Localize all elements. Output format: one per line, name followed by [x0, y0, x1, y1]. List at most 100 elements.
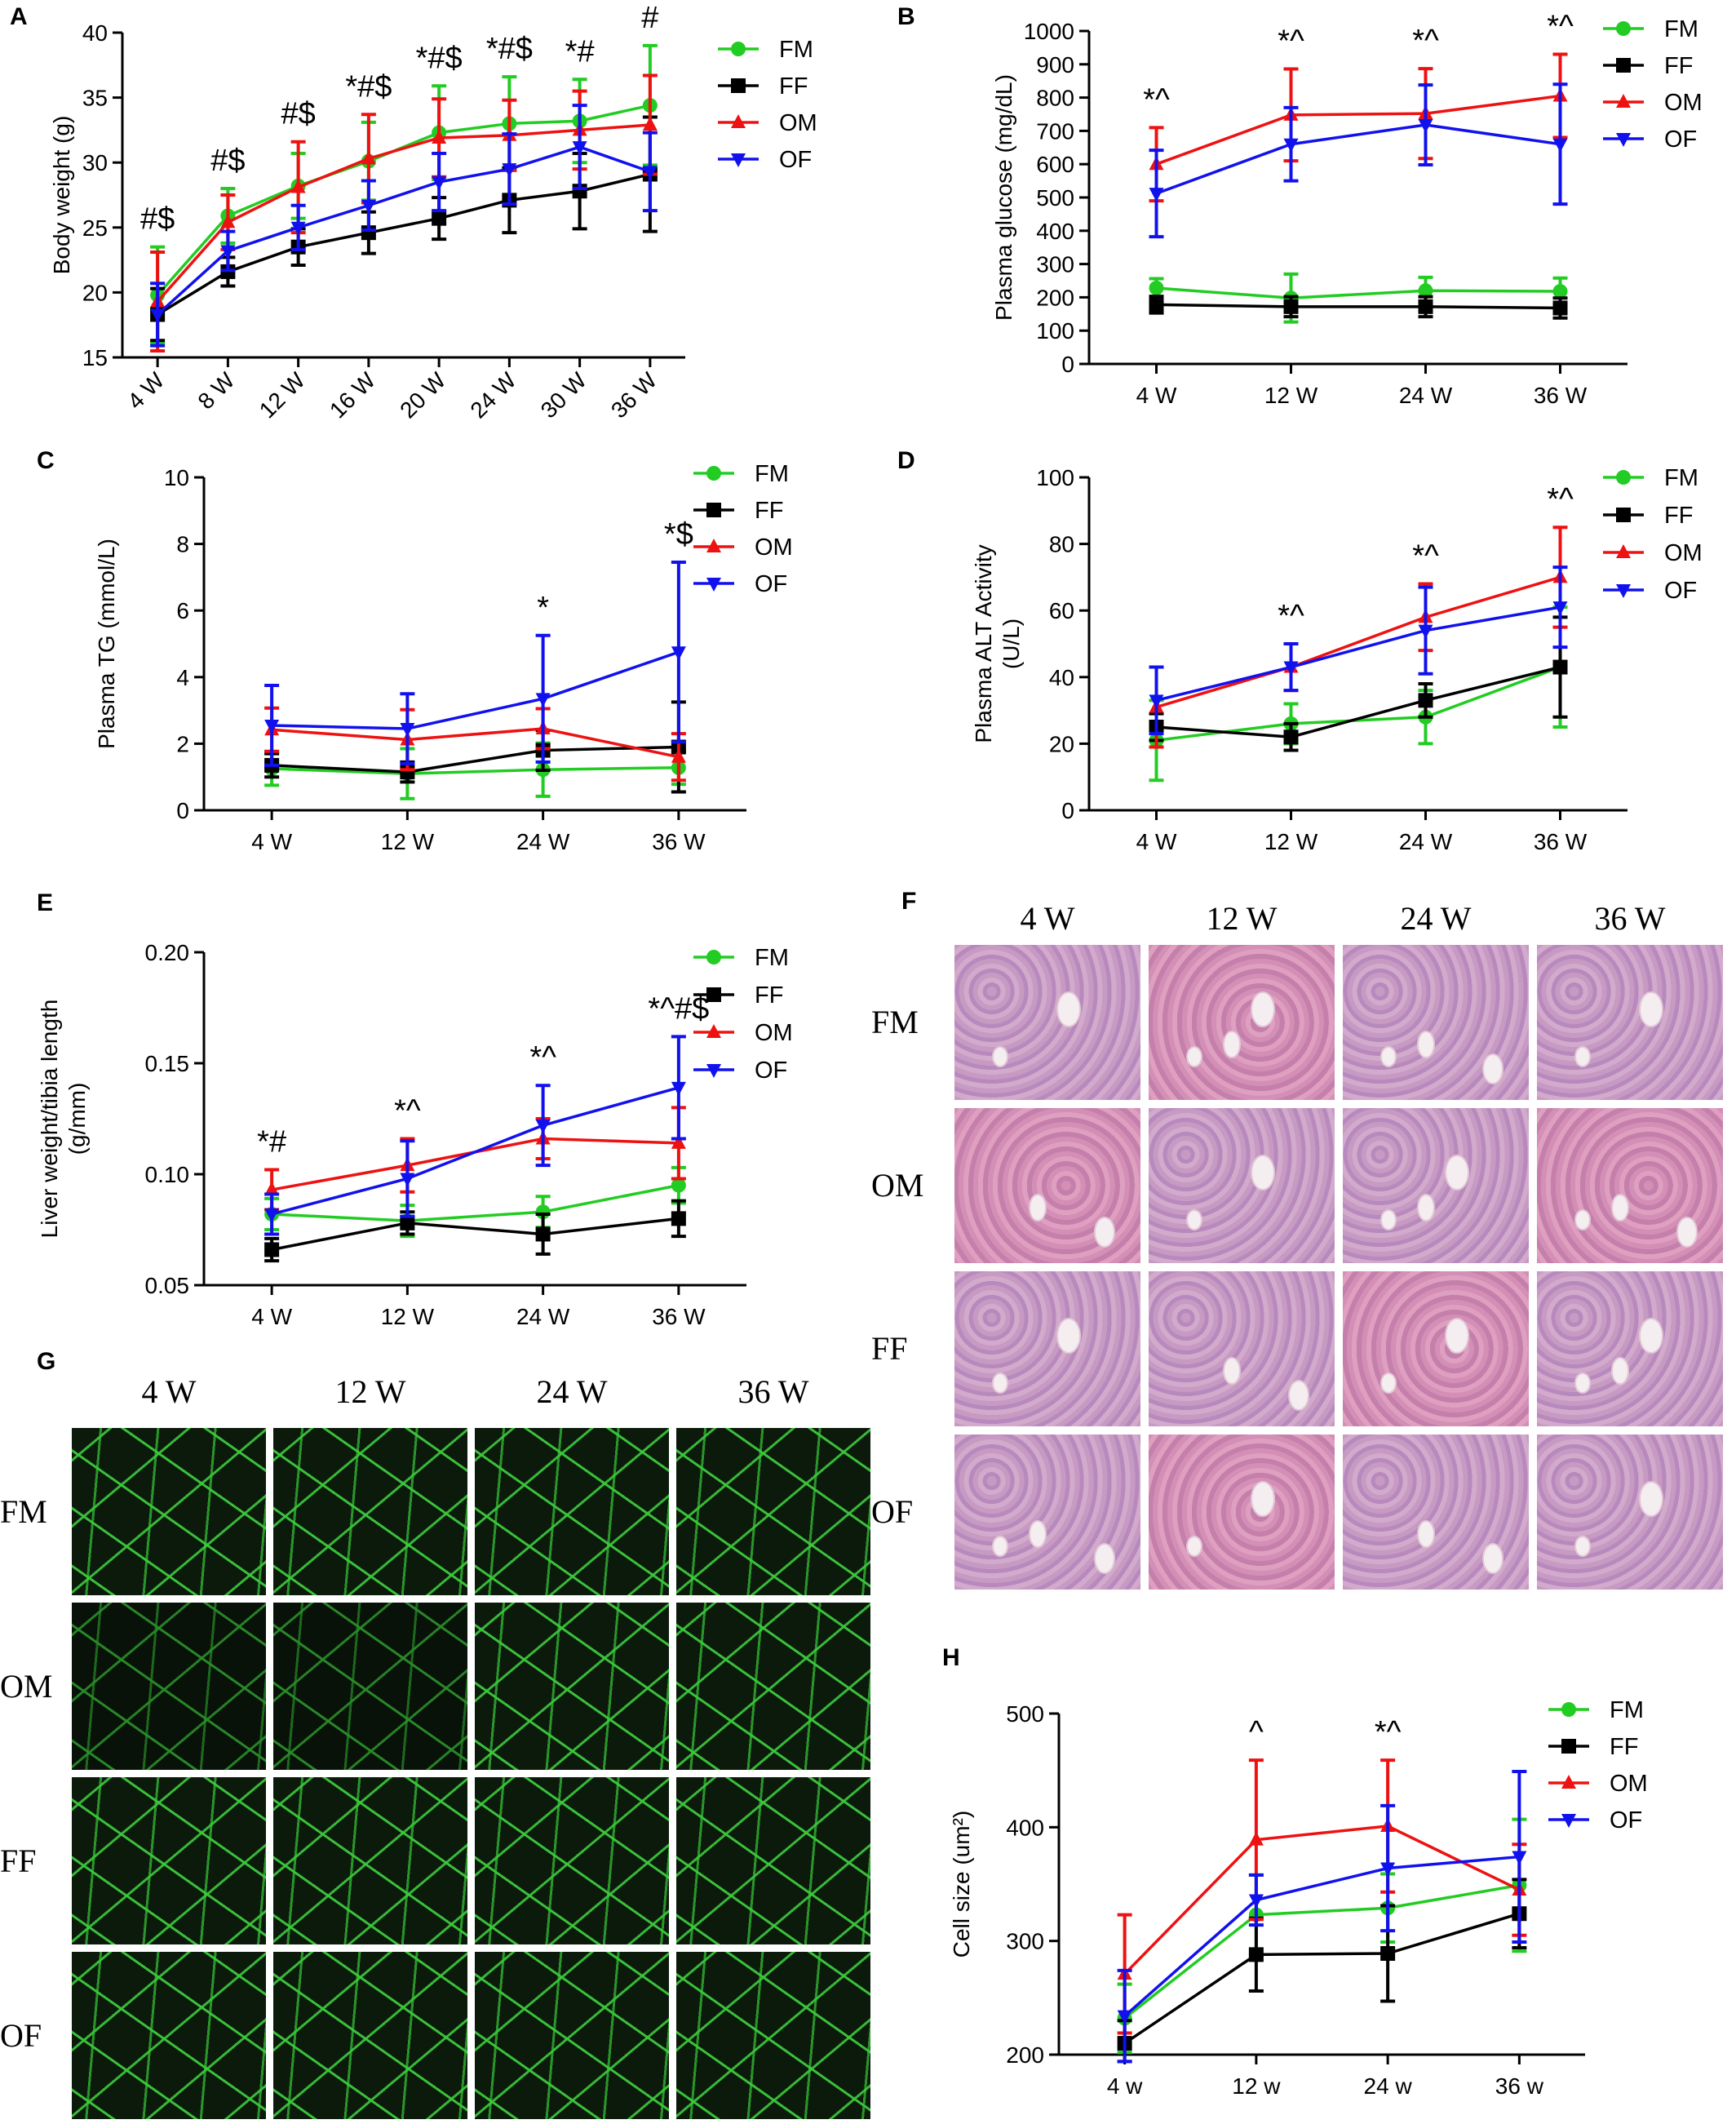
significance-annotation: *#$: [416, 41, 463, 75]
significance-annotation: *^: [1278, 24, 1304, 59]
histology-image: [72, 1952, 266, 2119]
x-tick-label: 30 W: [536, 367, 592, 423]
data-point-of: [290, 221, 306, 236]
y-tick-label: 20: [82, 280, 108, 305]
y-tick-label: 100: [1036, 465, 1074, 490]
data-point-of: [1512, 1851, 1527, 1865]
vessel-lumen: [1185, 1208, 1202, 1231]
significance-annotation: #: [641, 1, 658, 35]
histology-row-label: FM: [871, 1004, 919, 1040]
legend-marker: [1561, 1814, 1576, 1828]
vessel-lumen: [1639, 991, 1664, 1027]
panel-letter-c: C: [37, 447, 55, 474]
vessel-lumen: [1639, 1318, 1664, 1354]
vessel-lumen: [1056, 1318, 1082, 1354]
vessel-lumen: [1094, 1217, 1115, 1248]
series-line-om: [156, 123, 651, 303]
legend-label: FF: [755, 982, 783, 1009]
data-point-ff: [671, 1211, 686, 1226]
legend-marker: [706, 503, 721, 517]
x-tick-label: 12 W: [1264, 829, 1318, 854]
histology-row-label: OM: [0, 1667, 53, 1705]
vessel-lumen: [1574, 1045, 1591, 1067]
histology-image: [676, 1952, 870, 2119]
x-tick-label: 12 W: [255, 367, 311, 423]
legend-label: FM: [755, 461, 789, 487]
y-tick-label: 200: [1036, 285, 1074, 310]
data-point-ff: [1418, 299, 1433, 314]
legend-label: FF: [755, 498, 783, 524]
x-tick-label: 36 W: [652, 829, 706, 854]
legend-marker: [1616, 21, 1631, 36]
series-line-ff: [1156, 665, 1561, 739]
legend-label: FM: [1664, 16, 1698, 42]
vessel-lumen: [1185, 1045, 1202, 1067]
vessel-lumen: [1417, 1519, 1436, 1548]
y-tick-label: 4: [176, 665, 189, 690]
x-tick-label: 24 W: [1399, 383, 1453, 408]
x-tick-label: 24 W: [465, 367, 521, 423]
panel-letter-f: F: [901, 888, 917, 915]
legend-marker: [1561, 1775, 1576, 1789]
legend-marker: [706, 466, 721, 481]
histology-image: [273, 1777, 467, 1944]
y-tick-label: 400: [1036, 219, 1074, 244]
data-point-ff: [1149, 297, 1164, 313]
histology-row-label: OF: [0, 2016, 42, 2054]
legend-marker: [706, 987, 721, 1002]
legend-marker: [731, 42, 746, 56]
data-point-om: [361, 150, 376, 165]
legend-marker: [1616, 544, 1631, 558]
histology-column-label: 12 W: [1206, 900, 1278, 937]
vessel-lumen: [1417, 1193, 1436, 1222]
data-point-of: [150, 308, 166, 323]
data-point-of: [1248, 1894, 1264, 1909]
data-point-of: [264, 719, 280, 734]
vessel-lumen: [1029, 1193, 1047, 1222]
histology-image: [1343, 1271, 1529, 1426]
data-point-ff: [1418, 693, 1433, 708]
series-line-ff: [272, 745, 679, 774]
histology-row-label: OM: [871, 1167, 924, 1204]
series-line-of: [1123, 1855, 1520, 2017]
legend-label: OM: [1664, 540, 1703, 566]
data-point-of: [1117, 2010, 1132, 2024]
series-line-of: [156, 145, 651, 316]
chart-body-weight: 15 20 25 30 35 40 4 W 8 W 12 W 16 W 20 W 24 W 30 W 36…: [49, 1, 817, 423]
histology-image: [676, 1603, 870, 1770]
series-line-of: [272, 650, 680, 730]
data-point-of: [432, 176, 447, 191]
legend-marker: [1616, 508, 1631, 522]
legend-marker: [1561, 1739, 1576, 1754]
significance-annotation: *^: [529, 1040, 556, 1075]
x-tick-label: 4 W: [122, 367, 170, 415]
y-tick-label: 40: [1049, 665, 1074, 690]
legend-marker: [706, 1064, 721, 1078]
legend-marker: [706, 950, 721, 964]
vessel-lumen: [1185, 1535, 1202, 1557]
y-axis-label: Body weight (g): [49, 116, 74, 275]
series-line-ff: [1156, 303, 1561, 310]
series-line-fm: [1156, 665, 1561, 743]
vessel-lumen: [1417, 1030, 1436, 1058]
histology-image: [1537, 1434, 1723, 1590]
y-tick-label: 700: [1036, 118, 1074, 144]
data-point-om: [432, 129, 447, 144]
data-point-om: [220, 214, 236, 228]
y-tick-label: 600: [1036, 152, 1074, 177]
legend-label: FF: [1664, 503, 1693, 529]
y-tick-label: 60: [1049, 598, 1074, 623]
series-line-of: [271, 1086, 680, 1216]
vessel-lumen: [991, 1045, 1008, 1067]
legend-label: OF: [779, 147, 812, 173]
y-tick-label: 0.15: [145, 1051, 190, 1076]
vessel-lumen: [1611, 1356, 1630, 1385]
y-tick-label: 500: [1006, 1701, 1044, 1727]
histology-image: [1149, 1271, 1335, 1426]
y-tick-label: 0: [176, 798, 189, 823]
y-tick-label: 8: [176, 532, 189, 557]
data-point-of: [572, 141, 587, 156]
histology-image: [954, 1434, 1140, 1590]
histology-column-label: 36 W: [737, 1373, 809, 1410]
data-point-ff: [264, 1242, 280, 1257]
